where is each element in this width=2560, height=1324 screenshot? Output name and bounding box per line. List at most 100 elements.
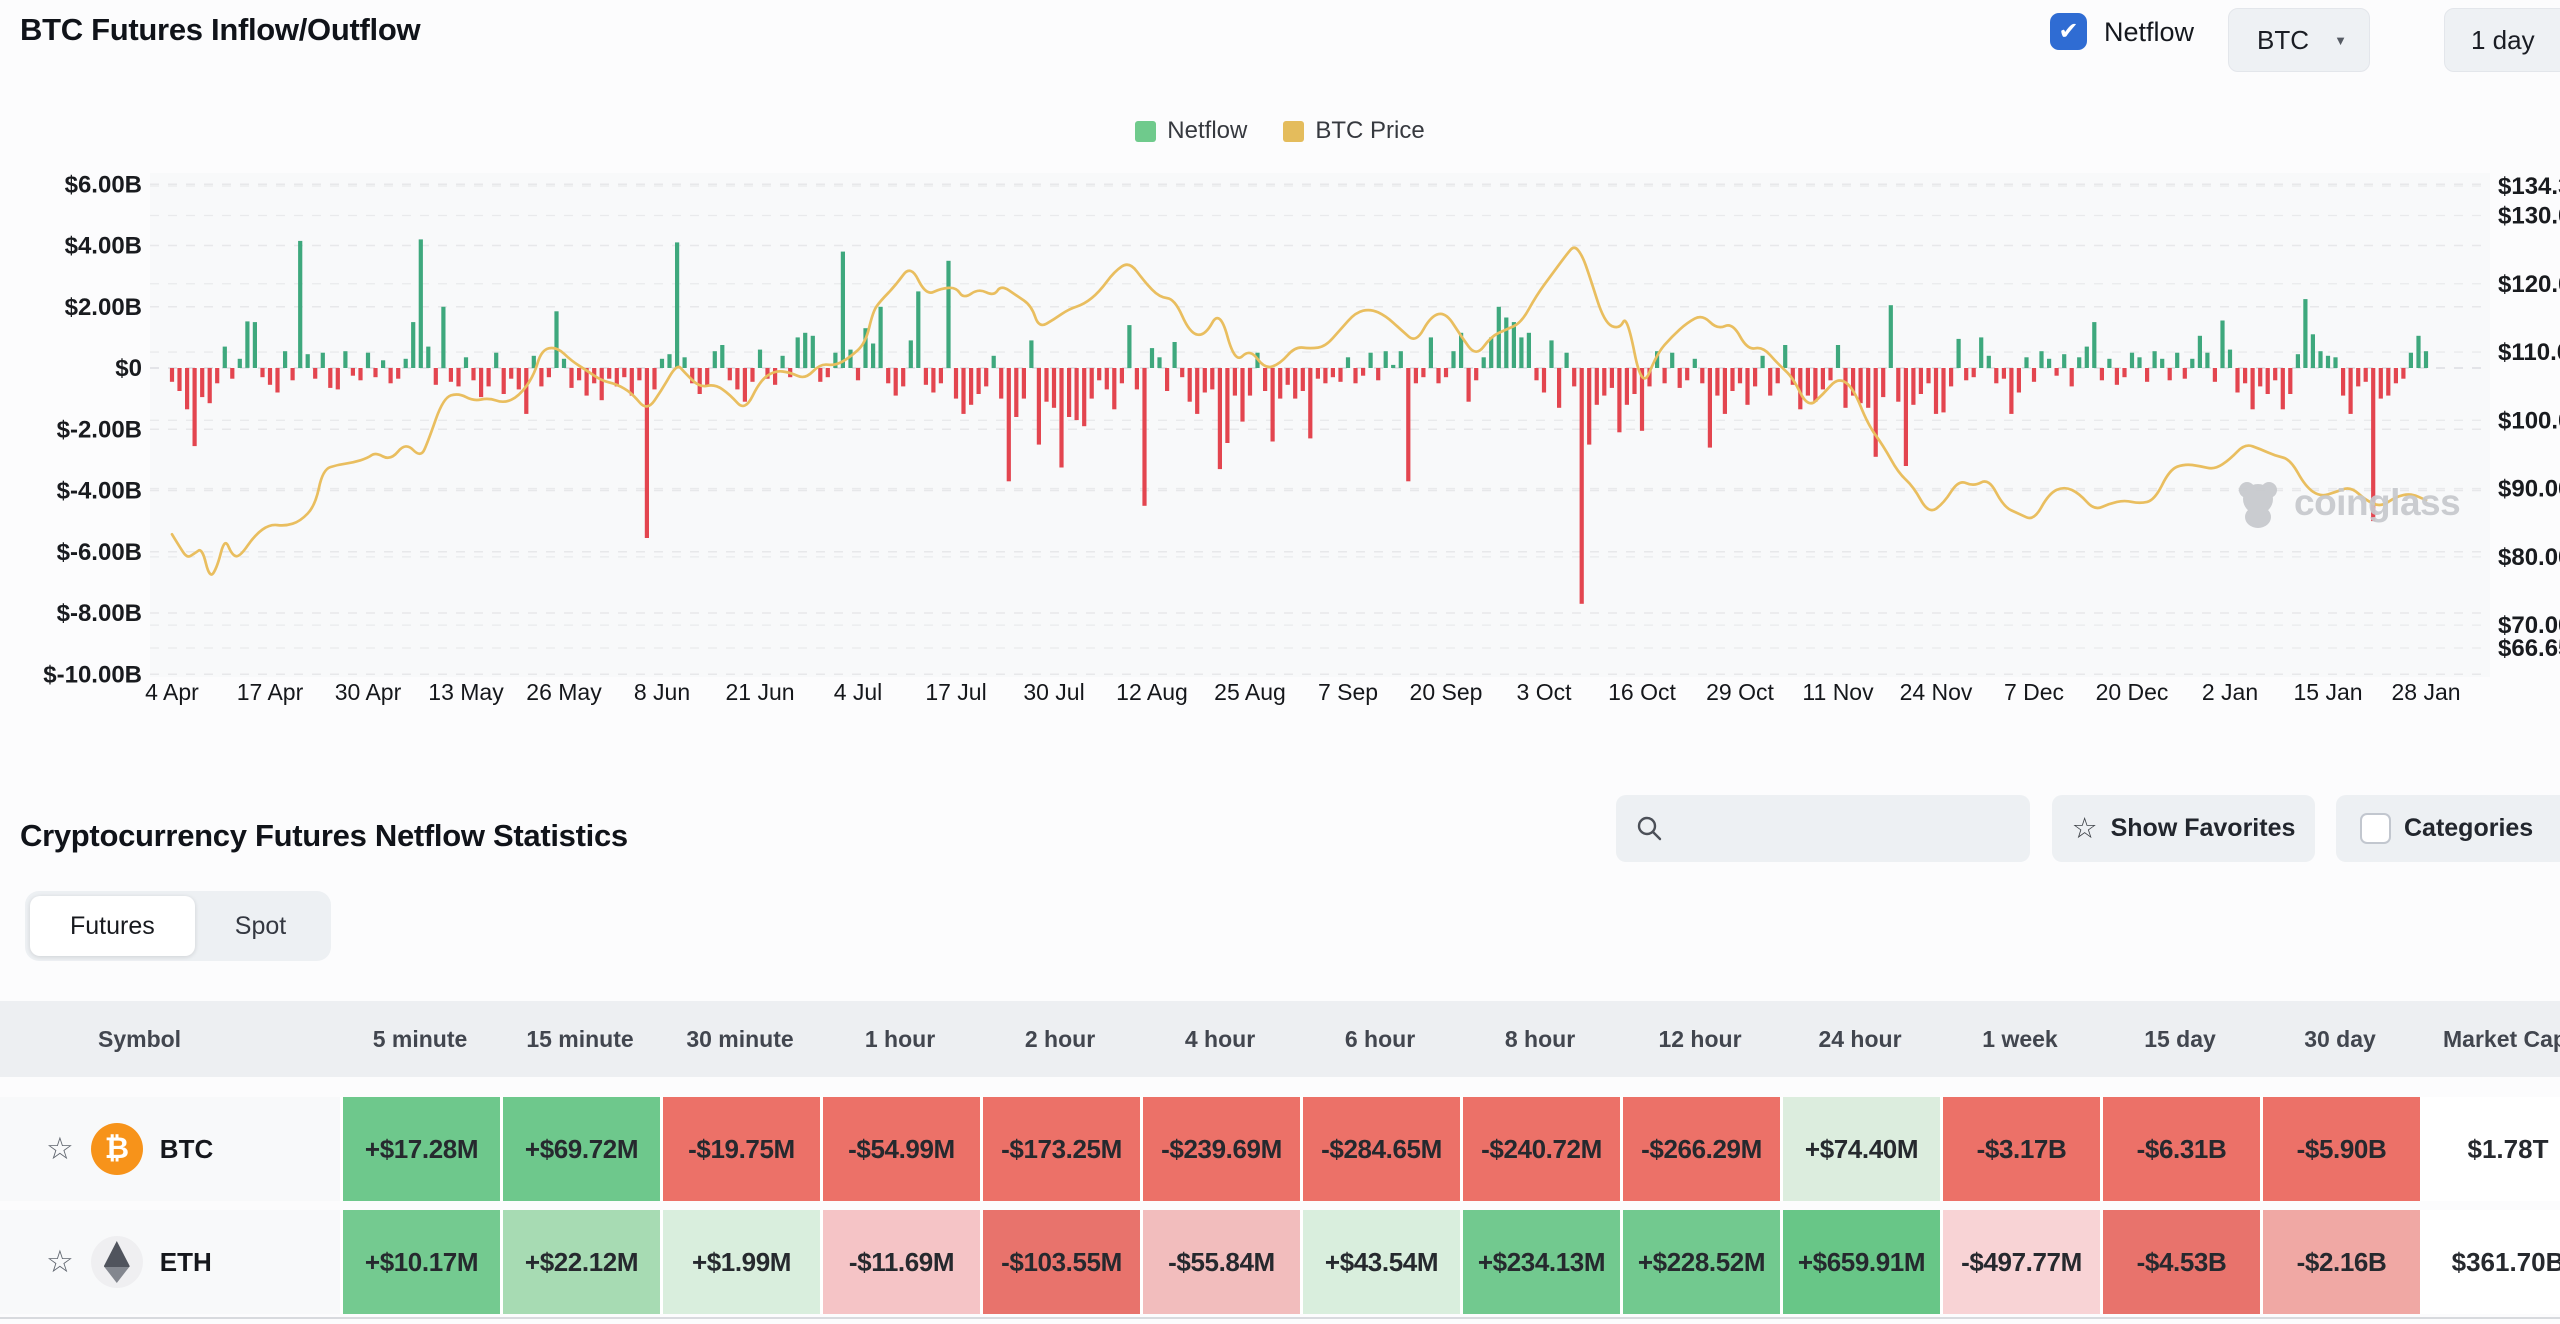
legend-label: Netflow: [1167, 117, 1247, 145]
svg-text:17 Apr: 17 Apr: [237, 679, 304, 705]
coinglass-dashboard: BTC Futures Inflow/Outflow ✔ Netflow BTC…: [0, 0, 2560, 1324]
categories-toggle[interactable]: Categories: [2336, 795, 2560, 862]
netflow-cell: -$239.69M: [1143, 1097, 1300, 1201]
svg-text:$134.32K: $134.32K: [2498, 173, 2560, 200]
svg-text:$110.00K: $110.00K: [2498, 339, 2560, 366]
coin-select-value: BTC: [2257, 25, 2309, 56]
ethereum-icon: [91, 1236, 143, 1288]
favorite-star-icon[interactable]: ☆: [46, 1131, 74, 1167]
tab-spot[interactable]: Spot: [195, 896, 326, 956]
netflow-cell: -$5.90B: [2263, 1097, 2420, 1201]
svg-text:$90.00K: $90.00K: [2498, 476, 2560, 503]
svg-text:2 Jan: 2 Jan: [2202, 679, 2258, 705]
netflow-cell: +$22.12M: [503, 1210, 660, 1314]
svg-text:25 Aug: 25 Aug: [1214, 679, 1286, 705]
column-header-30-minute[interactable]: 30 minute: [660, 1026, 820, 1053]
svg-text:$-2.00B: $-2.00B: [57, 416, 142, 443]
symbol-cell: ☆₿BTC: [0, 1097, 340, 1201]
column-header-24-hour[interactable]: 24 hour: [1780, 1026, 1940, 1053]
show-favorites-button[interactable]: ☆ Show Favorites: [2052, 795, 2315, 862]
netflow-cell: +$43.54M: [1303, 1210, 1460, 1314]
legend-item-netflow[interactable]: Netflow: [1135, 117, 1247, 145]
svg-text:$130.00K: $130.00K: [2498, 202, 2560, 229]
search-input[interactable]: [1677, 814, 2010, 843]
svg-text:3 Oct: 3 Oct: [1517, 679, 1573, 705]
chart-legend: Netflow BTC Price: [0, 117, 2560, 145]
categories-checkbox[interactable]: [2360, 813, 2391, 844]
table-header-row: Symbol5 minute15 minute30 minute1 hour2 …: [0, 1001, 2560, 1077]
svg-text:16 Oct: 16 Oct: [1608, 679, 1676, 705]
netflow-cell: -$6.31B: [2103, 1097, 2260, 1201]
svg-text:$100.00K: $100.00K: [2498, 407, 2560, 434]
svg-text:24 Nov: 24 Nov: [1900, 679, 1973, 705]
legend-swatch-icon: [1283, 121, 1304, 142]
netflow-cell: -$103.55M: [983, 1210, 1140, 1314]
svg-text:15 Jan: 15 Jan: [2293, 679, 2362, 705]
table-body: ☆₿BTC+$17.28M+$69.72M-$19.75M-$54.99M-$1…: [0, 1097, 2560, 1323]
netflow-cell: +$234.13M: [1463, 1210, 1620, 1314]
column-header-1-week[interactable]: 1 week: [1940, 1026, 2100, 1053]
netflow-checkbox-label: Netflow: [2104, 17, 2194, 48]
legend-item-btc-price[interactable]: BTC Price: [1283, 117, 1424, 145]
column-header-8-hour[interactable]: 8 hour: [1460, 1026, 1620, 1053]
legend-swatch-icon: [1135, 121, 1156, 142]
netflow-cell: +$74.40M: [1783, 1097, 1940, 1201]
interval-select[interactable]: 1 day ▲▼: [2444, 8, 2560, 72]
favorite-star-icon[interactable]: ☆: [46, 1244, 74, 1280]
netflow-cell: -$55.84M: [1143, 1210, 1300, 1314]
svg-text:30 Apr: 30 Apr: [335, 679, 402, 705]
netflow-cell: -$2.16B: [2263, 1210, 2420, 1314]
svg-text:29 Oct: 29 Oct: [1706, 679, 1774, 705]
netflow-cell: +$10.17M: [343, 1210, 500, 1314]
search-box[interactable]: [1616, 795, 2030, 862]
netflow-cell: -$4.53B: [2103, 1210, 2260, 1314]
svg-text:$80.00K: $80.00K: [2498, 544, 2560, 571]
svg-text:30 Jul: 30 Jul: [1023, 679, 1084, 705]
column-header-2-hour[interactable]: 2 hour: [980, 1026, 1140, 1053]
netflow-cell: +$659.91M: [1783, 1210, 1940, 1314]
svg-text:4 Apr: 4 Apr: [145, 679, 199, 705]
coin-select[interactable]: BTC ▼: [2228, 8, 2370, 72]
svg-text:$66.65K: $66.65K: [2498, 635, 2560, 662]
bitcoin-icon: ₿: [91, 1123, 143, 1175]
column-header-6-hour[interactable]: 6 hour: [1300, 1026, 1460, 1053]
svg-text:17 Jul: 17 Jul: [925, 679, 986, 705]
svg-text:7 Dec: 7 Dec: [2004, 679, 2064, 705]
show-favorites-label: Show Favorites: [2111, 814, 2296, 843]
svg-text:$4.00B: $4.00B: [65, 233, 142, 260]
netflow-cell: -$284.65M: [1303, 1097, 1460, 1201]
svg-text:20 Dec: 20 Dec: [2096, 679, 2169, 705]
column-header-4-hour[interactable]: 4 hour: [1140, 1026, 1300, 1053]
svg-text:20 Sep: 20 Sep: [1410, 679, 1483, 705]
column-header-symbol[interactable]: Symbol: [0, 1026, 340, 1053]
market-cap-cell: $361.70B: [2423, 1210, 2560, 1314]
netflow-price-chart[interactable]: $6.00B$4.00B$2.00B$0$-2.00B$-4.00B$-6.00…: [0, 165, 2560, 710]
netflow-cell: +$17.28M: [343, 1097, 500, 1201]
svg-text:$-4.00B: $-4.00B: [57, 478, 142, 505]
netflow-cell: -$3.17B: [1943, 1097, 2100, 1201]
column-header-1-hour[interactable]: 1 hour: [820, 1026, 980, 1053]
column-header-market-cap[interactable]: Market Cap: [2420, 1026, 2560, 1053]
netflow-cell: +$228.52M: [1623, 1210, 1780, 1314]
svg-text:$-10.00B: $-10.00B: [43, 661, 142, 688]
column-header-15-minute[interactable]: 15 minute: [500, 1026, 660, 1053]
stats-section-title: Cryptocurrency Futures Netflow Statistic…: [20, 818, 628, 854]
search-icon: [1636, 815, 1663, 842]
table-divider: [0, 1317, 2560, 1319]
chevron-down-icon: ▼: [2334, 33, 2347, 48]
svg-text:7 Sep: 7 Sep: [1318, 679, 1378, 705]
column-header-5-minute[interactable]: 5 minute: [340, 1026, 500, 1053]
legend-label: BTC Price: [1315, 117, 1424, 145]
tab-futures[interactable]: Futures: [30, 896, 195, 956]
table-row-eth[interactable]: ☆ETH+$10.17M+$22.12M+$1.99M-$11.69M-$103…: [0, 1210, 2560, 1314]
netflow-cell: -$54.99M: [823, 1097, 980, 1201]
netflow-cell: -$240.72M: [1463, 1097, 1620, 1201]
netflow-checkbox[interactable]: ✔: [2050, 13, 2087, 50]
svg-text:11 Nov: 11 Nov: [1802, 679, 1874, 705]
table-row-btc[interactable]: ☆₿BTC+$17.28M+$69.72M-$19.75M-$54.99M-$1…: [0, 1097, 2560, 1201]
netflow-cell: -$11.69M: [823, 1210, 980, 1314]
column-header-15-day[interactable]: 15 day: [2100, 1026, 2260, 1053]
column-header-30-day[interactable]: 30 day: [2260, 1026, 2420, 1053]
symbol-cell: ☆ETH: [0, 1210, 340, 1314]
column-header-12-hour[interactable]: 12 hour: [1620, 1026, 1780, 1053]
